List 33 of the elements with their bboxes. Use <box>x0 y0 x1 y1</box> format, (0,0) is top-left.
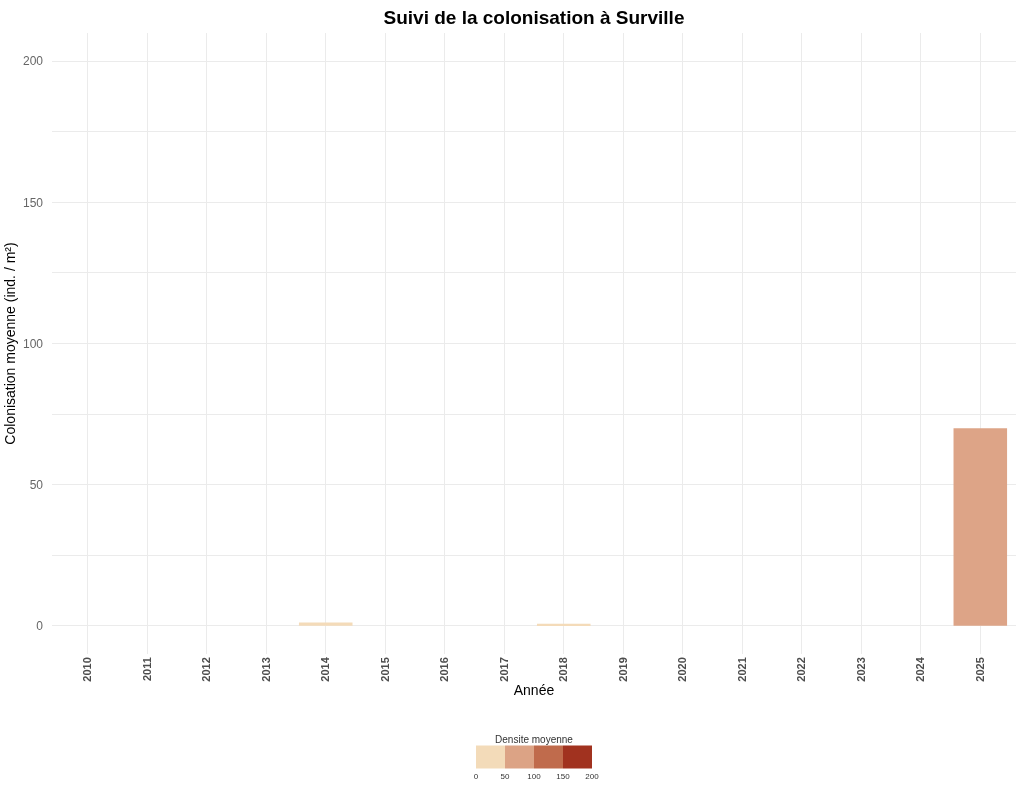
color-bar-title: Densite moyenne <box>495 733 574 745</box>
color-bar-label: 50 <box>500 771 510 781</box>
x-tick-label: 2019 <box>616 657 629 682</box>
color-bar-label: 0 <box>473 771 479 781</box>
color-bar-label: 200 <box>585 771 600 781</box>
x-tick-label: 2012 <box>200 657 213 682</box>
y-tick-label: 150 <box>22 195 44 210</box>
x-tick-label: 2015 <box>378 657 391 682</box>
x-tick-label: 2014 <box>319 656 332 682</box>
x-tick-label: 2023 <box>854 657 867 682</box>
x-tick-label: 2024 <box>914 656 927 682</box>
chart-title: Suivi de la colonisation à Surville <box>383 6 685 28</box>
x-tick-label: 2010 <box>81 657 94 682</box>
bar <box>953 428 1008 626</box>
x-tick-label: 2022 <box>795 657 808 682</box>
bar <box>536 623 591 626</box>
x-tick-label: 2025 <box>973 657 986 682</box>
x-tick-label: 2013 <box>259 657 272 682</box>
bar <box>298 622 353 626</box>
y-tick-label: 50 <box>29 477 44 492</box>
y-tick-label: 200 <box>22 54 44 69</box>
color-bar-label: 100 <box>527 771 542 781</box>
y-tick-label: 0 <box>36 618 44 633</box>
x-tick-label: 2021 <box>735 657 748 682</box>
y-axis-title: Colonisation moyenne (ind. / m²) <box>1 242 18 445</box>
x-tick-label: 2016 <box>438 657 451 682</box>
x-tick-label: 2020 <box>676 657 689 682</box>
x-tick-label: 2018 <box>557 657 570 682</box>
x-axis-title: Année <box>513 681 555 698</box>
y-tick-label: 100 <box>22 336 44 351</box>
x-tick-label: 2017 <box>497 657 510 682</box>
color-bar-label: 150 <box>556 771 571 781</box>
x-tick-label: 2011 <box>140 657 153 682</box>
